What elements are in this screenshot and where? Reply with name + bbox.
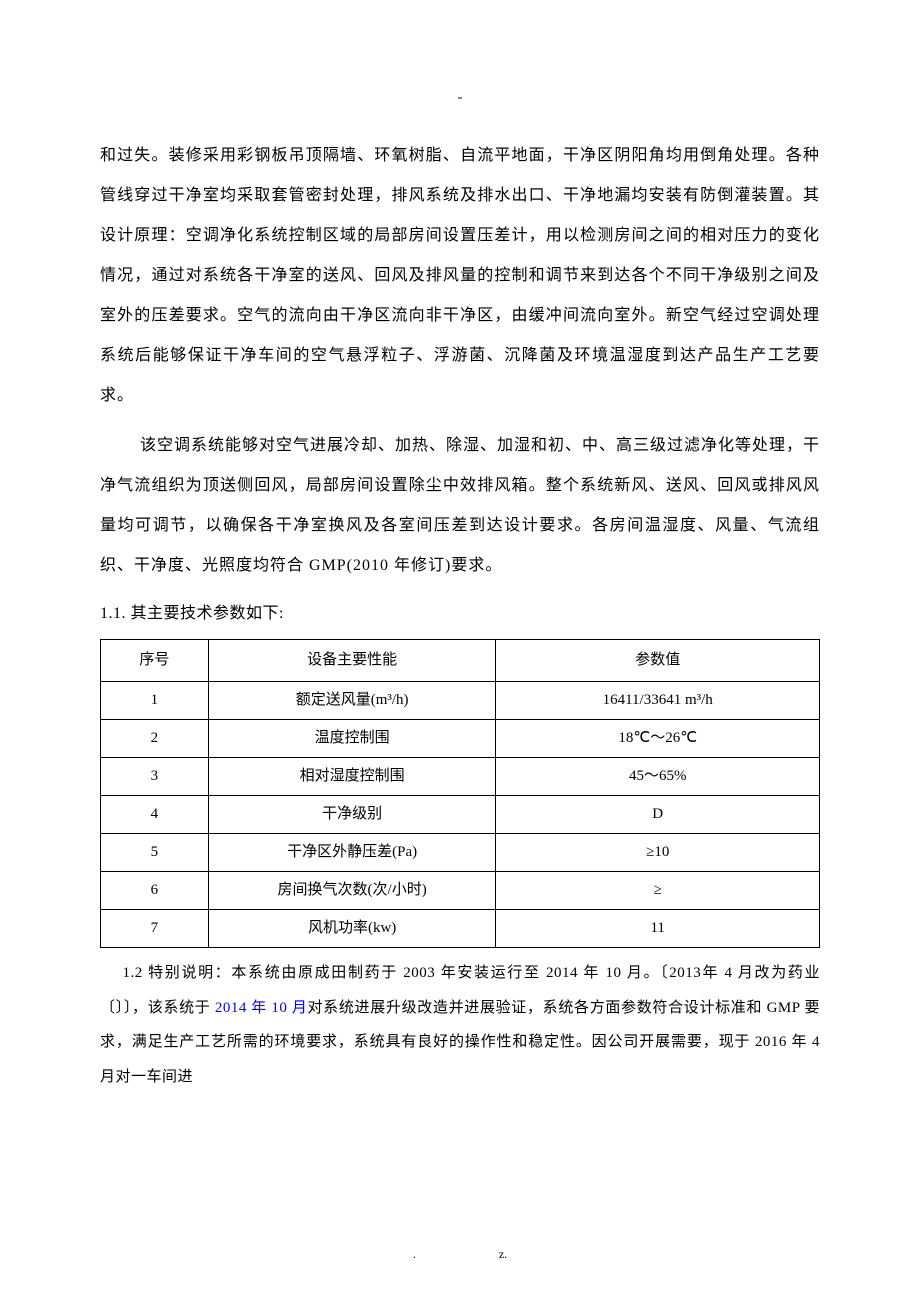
table-cell: 4 [101,796,209,834]
header-dash: - [100,90,820,106]
table-header-col2: 设备主要性能 [208,640,496,682]
table-cell: 干净区外静压差(Pa) [208,834,496,872]
table-header-col1: 序号 [101,640,209,682]
table-cell: 2 [101,720,209,758]
table-row: 3 相对湿度控制围 45～65% [101,758,820,796]
footer-left-mark: . [413,1247,416,1262]
table-cell: 1 [101,682,209,720]
table-cell: 18℃～26℃ [496,720,820,758]
table-cell: 16411/33641 m³/h [496,682,820,720]
table-row: 4 干净级别 D [101,796,820,834]
table-cell: 额定送风量(m³/h) [208,682,496,720]
table-cell: 温度控制围 [208,720,496,758]
para3-blue-text: 2014 年 10 月 [215,1000,308,1016]
table-cell: 房间换气次数(次/小时) [208,872,496,910]
table-cell: 7 [101,910,209,948]
table-row: 5 干净区外静压差(Pa) ≥10 [101,834,820,872]
table-cell: 5 [101,834,209,872]
table-row: 7 风机功率(kw) 11 [101,910,820,948]
table-cell: 相对湿度控制围 [208,758,496,796]
table-cell: ≥ [496,872,820,910]
table-cell: ≥10 [496,834,820,872]
table-cell: 6 [101,872,209,910]
paragraph-1: 和过失。装修采用彩钢板吊顶隔墙、环氧树脂、自流平地面，干净区阴阳角均用倒角处理。… [100,136,820,416]
paragraph-3: 1.2 特别说明：本系统由原成田制药于 2003 年安装运行至 2014 年 1… [100,956,820,1094]
footer-right-mark: z. [499,1247,507,1262]
paragraph-2: 该空调系统能够对空气进展冷却、加热、除湿、加湿和初、中、高三级过滤净化等处理，干… [100,426,820,586]
table-cell: 45～65% [496,758,820,796]
table-row: 6 房间换气次数(次/小时) ≥ [101,872,820,910]
table-header-row: 序号 设备主要性能 参数值 [101,640,820,682]
section-heading-1-1: 1.1. 其主要技术参数如下: [100,596,820,631]
table-cell: 风机功率(kw) [208,910,496,948]
table-header-col3: 参数值 [496,640,820,682]
footer-marks: . z. [0,1247,920,1262]
params-table: 序号 设备主要性能 参数值 1 额定送风量(m³/h) 16411/33641 … [100,639,820,948]
table-cell: D [496,796,820,834]
table-cell: 3 [101,758,209,796]
table-row: 2 温度控制围 18℃～26℃ [101,720,820,758]
table-cell: 干净级别 [208,796,496,834]
table-cell: 11 [496,910,820,948]
table-row: 1 额定送风量(m³/h) 16411/33641 m³/h [101,682,820,720]
